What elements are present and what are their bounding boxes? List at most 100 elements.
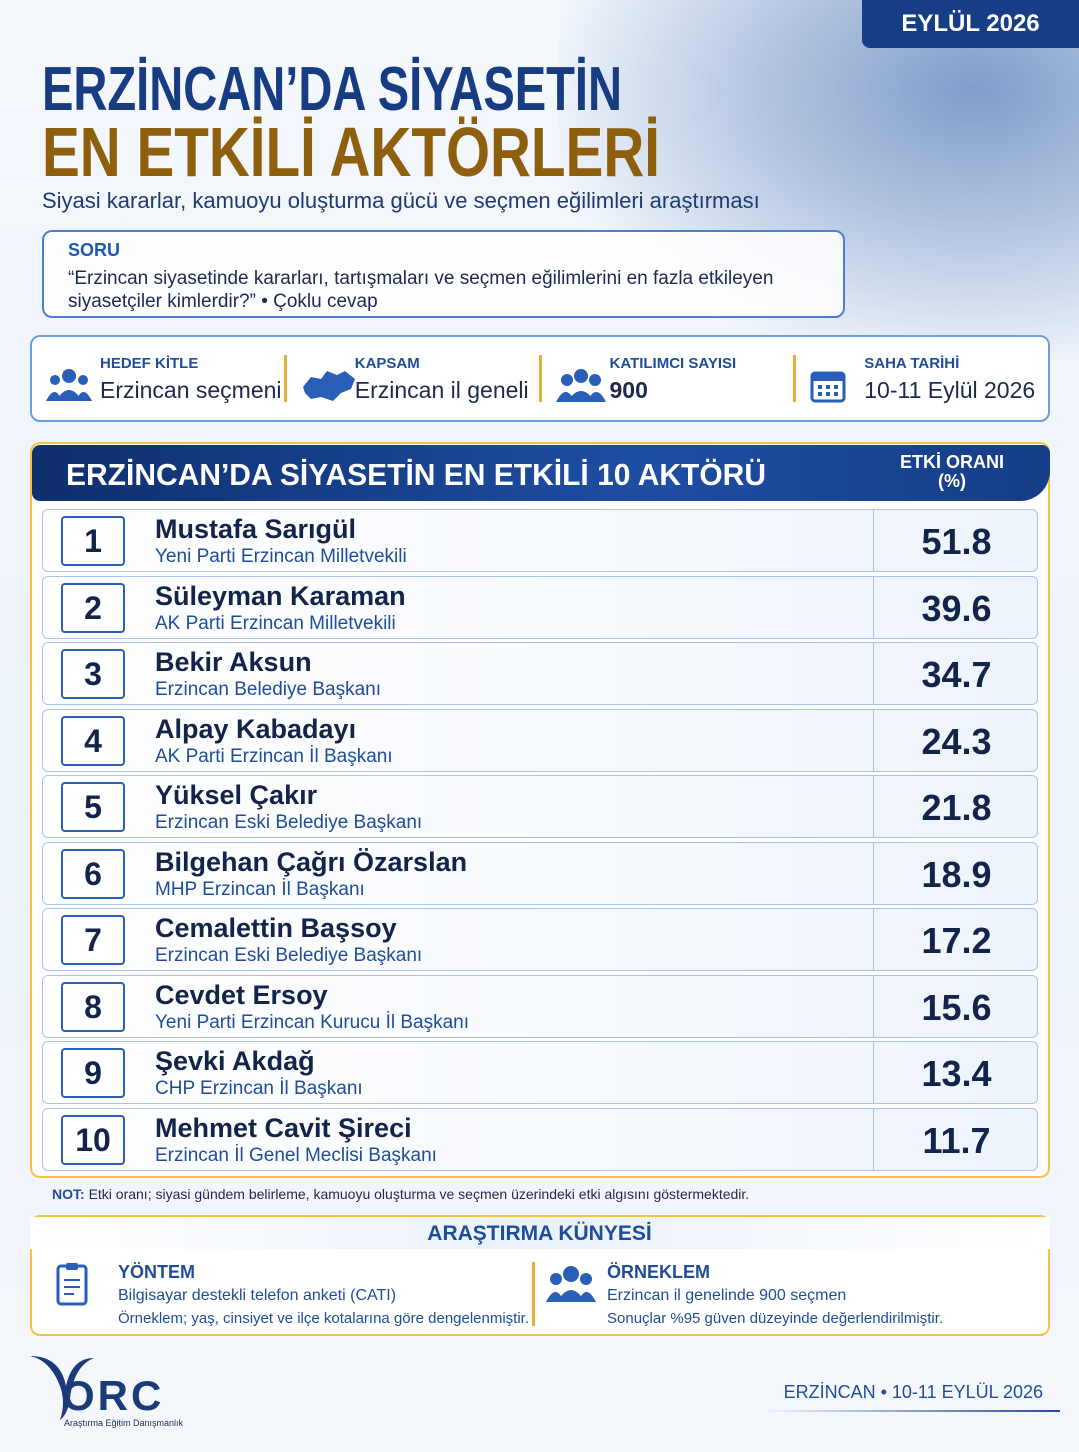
- question-text: “Erzincan siyasetinde kararları, tartışm…: [68, 268, 774, 312]
- note-label: NOT:: [52, 1186, 85, 1202]
- title-line: ERZİNCAN’DA SİYASETİN: [42, 55, 622, 124]
- table-title: ERZİNCAN’DA SİYASETİN EN ETKİLİ 10 AKTÖR…: [66, 457, 766, 492]
- person-role: Yeni Parti Erzincan Milletvekili: [155, 546, 407, 567]
- table-title-box: ERZİNCAN’DA SİYASETİN EN ETKİLİ 10 AKTÖR…: [66, 457, 789, 493]
- info-icon: [555, 369, 606, 402]
- rank: 4: [61, 715, 125, 766]
- person-name: Şevki Akdağ: [155, 1046, 315, 1076]
- table-row: 3 Bekir Aksun Erzincan Belediye Başkanı 34.…: [42, 642, 1038, 705]
- rank: 8: [61, 981, 125, 1032]
- person-role: AK Parti Erzincan İl Başkanı: [155, 745, 393, 767]
- rank: 3: [61, 649, 125, 699]
- subtitle: Siyasi kararlar, kamuoyu oluşturma gücü …: [42, 188, 760, 213]
- influence-value: 13.4: [873, 1042, 1039, 1103]
- influence-value: 17.2: [873, 909, 1039, 970]
- title-box: ERZİNCAN’DA SİYASETİN: [42, 54, 806, 125]
- kunye-band: [30, 1217, 1050, 1249]
- info-label: KAPSAM: [354, 355, 420, 372]
- sample-line: Erzincan il genelinde 900 seçmen: [607, 1287, 847, 1304]
- person-name: Bilgehan Çağrı Özarslan: [155, 846, 468, 877]
- table-row: 6 Bilgehan Çağrı Özarslan MHP Erzincan İl …: [42, 841, 1039, 905]
- person-role: Erzincan Eski Belediye Başkanı: [155, 945, 423, 966]
- table-row: 10 Mehmet Cavit Şireci Erzincan İl Genel M…: [42, 1107, 1039, 1171]
- influence-value: 34.7: [873, 643, 1039, 704]
- person-role: Erzincan Eski Belediye Başkanı: [155, 812, 423, 833]
- info-icon: [46, 369, 92, 401]
- info-item: KATILIMCI SAYISI 900: [542, 355, 797, 403]
- sample-line: Sonuçlar %95 güven düzeyinde değerlendir…: [607, 1310, 944, 1327]
- person-role: Yeni Parti Erzincan Kurucu İl Başkanı: [155, 1011, 470, 1033]
- method-line: Bilgisayar destekli telefon anketi (CATI…: [118, 1287, 397, 1304]
- column-unit: (%): [938, 471, 966, 491]
- person-name: Cevdet Ersoy: [155, 979, 328, 1010]
- info-value: 10-11 Eylül 2026: [864, 377, 1036, 403]
- method-icon: [56, 1263, 88, 1306]
- influence-value: 11.7: [873, 1108, 1039, 1170]
- note: NOT: Etki oranı; siyasi gündem belirleme…: [52, 1186, 749, 1202]
- person-name: Süleyman Karaman: [155, 580, 406, 611]
- info-icon: [810, 371, 846, 403]
- rank: 1: [61, 516, 125, 566]
- table-row: 7 Cemalettin Başsoy Erzincan Eski Belediye…: [42, 908, 1038, 971]
- person-name: Yüksel Çakır: [155, 780, 318, 810]
- title-line: EN ETKİLİ AKTÖRLERİ: [42, 113, 660, 191]
- rank: 9: [61, 1048, 125, 1098]
- note-text: Etki oranı; siyasi gündem belirleme, kam…: [88, 1186, 750, 1202]
- table-row: 4 Alpay Kabadayı AK Parti Erzincan İl Başk…: [42, 708, 1039, 772]
- separator: [532, 1262, 535, 1326]
- info-bar: HEDEF KİTLE Erzincan seçmeni KAPSAM Erzinca…: [30, 335, 1050, 422]
- person-name: Alpay Kabadayı: [155, 713, 357, 744]
- rank: 5: [61, 782, 125, 832]
- person-role: MHP Erzincan İl Başkanı: [155, 878, 365, 900]
- table-row: 5 Yüksel Çakır Erzincan Eski Belediye Başk…: [42, 775, 1038, 838]
- influence-value: 18.9: [873, 842, 1039, 904]
- influence-value: 39.6: [873, 576, 1039, 638]
- person-role: CHP Erzincan İl Başkanı: [155, 1078, 363, 1099]
- table-header: ERZİNCAN’DA SİYASETİN EN ETKİLİ 10 AKTÖR…: [32, 445, 1050, 501]
- info-item: HEDEF KİTLE Erzincan seçmeni: [32, 355, 287, 403]
- method: YÖNTEM Bilgisayar destekli telefon anket…: [118, 1262, 529, 1327]
- title-box: EN ETKİLİ AKTÖRLERİ: [42, 112, 806, 192]
- rank: 6: [61, 848, 125, 899]
- influence-value: 24.3: [873, 709, 1039, 771]
- info-item: KAPSAM Erzincan il geneli: [287, 355, 542, 403]
- table-row: 8 Cevdet Ersoy Yeni Parti Erzincan Kurucu …: [42, 974, 1039, 1038]
- person-role: AK Parti Erzincan Milletvekili: [155, 612, 396, 634]
- person-name: Bekir Aksun: [155, 647, 312, 677]
- table-row: 2 Süleyman Karaman AK Parti Erzincan Mille…: [42, 575, 1039, 639]
- rank: 10: [61, 1114, 125, 1165]
- sample-title: ÖRNEKLEM: [607, 1262, 710, 1282]
- person-name: Cemalettin Başsoy: [155, 913, 397, 943]
- kunye-title: ARAŞTIRMA KÜNYESİ: [427, 1222, 652, 1245]
- column-title: ETKİ ORANI: [899, 452, 1004, 472]
- rank: 7: [61, 915, 125, 965]
- info-item: SAHA TARİHİ 10-11 Eylül 2026: [796, 355, 1048, 403]
- date-badge: EYLÜL 2026: [862, 0, 1079, 48]
- info-value: 900: [609, 377, 648, 403]
- method-line: Örneklem; yaş, cinsiyet ve ilçe kotaları…: [118, 1310, 530, 1327]
- logo: ORC: [62, 1372, 165, 1419]
- person-role: Erzincan Belediye Başkanı: [155, 679, 382, 700]
- person-name: Mehmet Cavit Şireci: [155, 1112, 412, 1143]
- person-name: Mustafa Sarıgül: [155, 514, 357, 544]
- table-row: 9 Şevki Akdağ CHP Erzincan İl Başkanı 13.4: [42, 1041, 1038, 1104]
- influence-value: 15.6: [873, 975, 1039, 1037]
- table-row: 1 Mustafa Sarıgül Yeni Parti Erzincan Mill…: [42, 509, 1038, 572]
- info-value: Erzincan il geneli: [354, 377, 529, 403]
- logo-tagline: Araştırma Eğitim Danışmanlık: [64, 1418, 184, 1428]
- sample: ÖRNEKLEM Erzincan il genelinde 900 seçme…: [607, 1262, 943, 1327]
- footer-rule: [760, 1410, 1060, 1412]
- question-box: SORU “Erzincan siyasetinde kararları, ta…: [42, 230, 845, 318]
- people-icon: [546, 1266, 596, 1302]
- info-label: KATILIMCI SAYISI: [609, 355, 737, 372]
- footer-text: ERZİNCAN • 10-11 EYLÜL 2026: [783, 1382, 1043, 1402]
- logo-mark: [30, 1356, 94, 1420]
- person-role: Erzincan İl Genel Meclisi Başkanı: [155, 1144, 437, 1166]
- question-label: SORU: [68, 240, 121, 260]
- info-icon: [302, 371, 355, 401]
- column-header: ETKİ ORANI (%): [892, 453, 1012, 491]
- influence-value: 21.8: [873, 776, 1039, 837]
- info-label: HEDEF KİTLE: [100, 355, 199, 372]
- info-value: Erzincan seçmeni: [100, 377, 282, 403]
